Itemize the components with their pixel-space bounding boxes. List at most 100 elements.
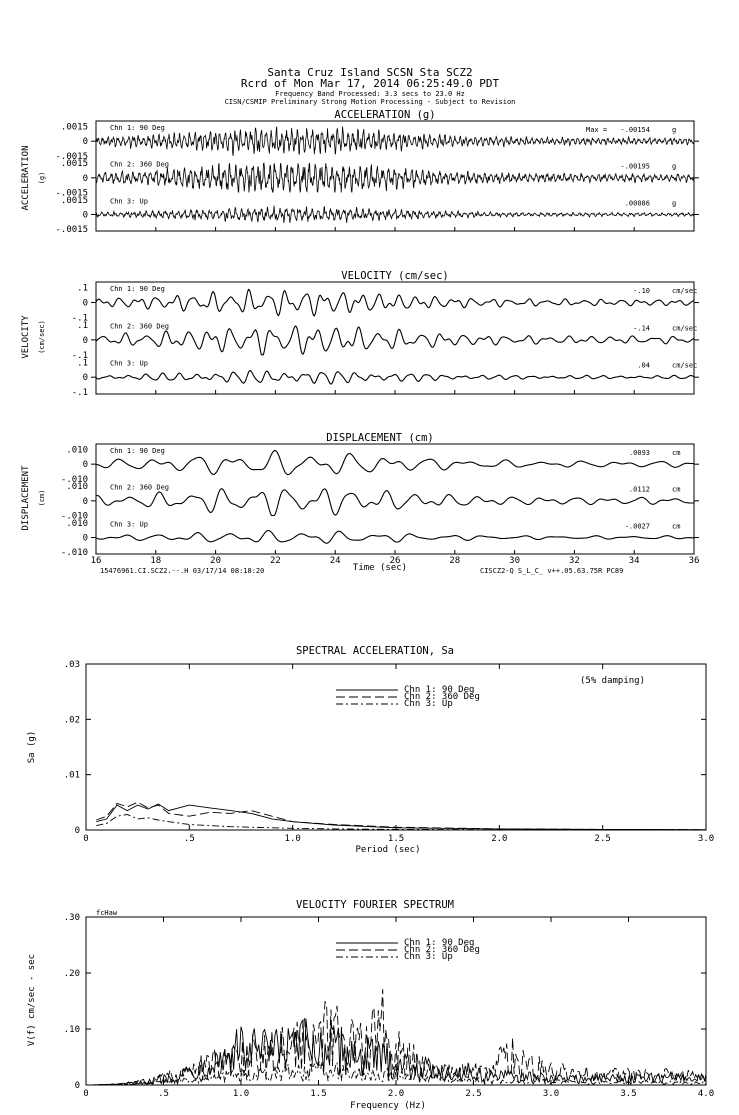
velocity-y-units: (cm/sec) xyxy=(38,320,46,354)
acceleration-panel: ACCELERATION (g) ACCELERATION (g) .0015 0… xyxy=(21,109,699,235)
velocity-ytick-bottom: -.1 xyxy=(72,388,88,398)
vfs-legend-label: Chn 1: 90 Deg xyxy=(404,938,474,948)
sa-xtick-label: 1.0 xyxy=(285,834,301,844)
acceleration-trace-chn2 xyxy=(95,161,695,194)
time-axis-label: Time (sec) xyxy=(353,563,407,573)
velocity-fourier-title: VELOCITY FOURIER SPECTRUM xyxy=(296,899,454,911)
header-band: Frequency Band Processed: 3.3 secs to 23… xyxy=(275,90,465,98)
vfs-xtick-label: 2.5 xyxy=(465,1089,481,1099)
velocity-trace-chn2 xyxy=(95,325,695,356)
acceleration-ytick-bottom: -.0015 xyxy=(55,225,88,235)
vfs-xtick-label: 1.0 xyxy=(233,1089,249,1099)
period-axis-label: Period (sec) xyxy=(355,845,420,855)
acceleration-max-units: g xyxy=(672,163,676,171)
vfs-xtick-label: 2.0 xyxy=(388,1089,404,1099)
header-disclaimer: CISN/CSMIP Preliminary Strong Motion Pro… xyxy=(225,98,516,106)
velocity-frame xyxy=(95,281,695,395)
displacement-max-units: cm xyxy=(672,449,680,457)
acceleration-ytick-zero: 0 xyxy=(83,137,88,147)
time-tick-label: 22 xyxy=(270,556,281,566)
velocity-max-units: cm/sec xyxy=(672,287,697,295)
damping-annotation: (5% damping) xyxy=(580,676,645,686)
vfs-ytick-label: .20 xyxy=(64,969,80,979)
velocity-ytick-zero: 0 xyxy=(83,336,88,346)
acceleration-max-value: -.00154 xyxy=(620,126,650,134)
sa-xtick-label: 0 xyxy=(83,834,88,844)
displacement-max-value: .0093 xyxy=(629,449,650,457)
acceleration-ytick-top: .0015 xyxy=(61,196,88,206)
velocity-ytick-bottom: -.1 xyxy=(72,313,88,323)
acceleration-channel-label: Chn 3: Up xyxy=(110,197,148,205)
velocity-ytick-top: .1 xyxy=(77,358,88,368)
displacement-channel-label: Chn 3: Up xyxy=(110,520,148,528)
acceleration-y-label: ACCELERATION xyxy=(21,145,31,210)
velocity-trace-chn3 xyxy=(95,369,695,385)
velocity-ytick-zero: 0 xyxy=(83,373,88,383)
displacement-y-label: DISPLACEMENT xyxy=(21,465,31,531)
vfs-ytick-label: 0 xyxy=(75,1081,80,1091)
acceleration-ytick-zero: 0 xyxy=(83,211,88,221)
footer-record-id: 15476961.CI.SCZ2.--.H 03/17/14 08:18:20 xyxy=(100,567,264,575)
sa-series-chn3 xyxy=(96,814,707,831)
time-tick-label: 20 xyxy=(210,556,221,566)
acceleration-ytick-zero: 0 xyxy=(83,174,88,184)
time-tick-label: 26 xyxy=(390,556,401,566)
acceleration-channel-label: Chn 1: 90 Deg xyxy=(110,124,165,132)
acceleration-ytick-top: .0015 xyxy=(61,159,88,169)
displacement-y-units: (cm) xyxy=(38,490,46,507)
vfs-ytick-label: .30 xyxy=(64,913,80,923)
displacement-ytick-zero: 0 xyxy=(83,534,88,544)
acceleration-ytick-bottom: -.0015 xyxy=(55,152,88,162)
velocity-ytick-bottom: -.1 xyxy=(72,351,88,361)
acceleration-title: ACCELERATION (g) xyxy=(334,109,435,121)
velocity-max-value: -.10 xyxy=(633,287,650,295)
velocity-channel-label: Chn 1: 90 Deg xyxy=(110,285,165,293)
vfs-xtick-label: .5 xyxy=(158,1089,169,1099)
acceleration-y-units: (g) xyxy=(38,172,46,185)
vfs-series-chn3 xyxy=(86,1061,707,1086)
acceleration-max-units: g xyxy=(672,199,676,207)
velocity-max-value: .04 xyxy=(637,362,650,370)
sa-xtick-label: 3.0 xyxy=(698,834,714,844)
displacement-max-value: -.0027 xyxy=(625,522,650,530)
velocity-fourier-panel: VELOCITY FOURIER SPECTRUM fcHaw V(f) cm/… xyxy=(27,899,714,1111)
displacement-ytick-zero: 0 xyxy=(83,497,88,507)
displacement-ytick-bottom: -.010 xyxy=(61,548,88,558)
displacement-channel-label: Chn 2: 360 Deg xyxy=(110,484,169,492)
velocity-max-value: -.14 xyxy=(633,324,650,332)
header-station: Santa Cruz Island SCSN Sta SCZ2 xyxy=(267,66,472,79)
displacement-max-units: cm xyxy=(672,486,680,494)
displacement-frame xyxy=(95,443,695,555)
time-tick-label: 18 xyxy=(150,556,161,566)
displacement-max-value: .0112 xyxy=(629,486,650,494)
acceleration-max-units: g xyxy=(672,126,676,134)
velocity-ytick-top: .1 xyxy=(77,321,88,331)
velocity-fourier-corner-label: fcHaw xyxy=(96,909,118,917)
spectral-acceleration-y-label: Sa (g) xyxy=(27,731,37,764)
displacement-panel: DISPLACEMENT (cm) DISPLACEMENT (cm) .010… xyxy=(21,432,699,575)
spectral-acceleration-frame xyxy=(85,663,707,831)
sa-ytick-label: .02 xyxy=(64,715,80,725)
vfs-series-chn1 xyxy=(86,1018,706,1086)
time-tick-label: 36 xyxy=(689,556,700,566)
footer-processing-id: CISCZ2-Q S_L_C_ v++.05.63.75R PC89 xyxy=(480,567,623,575)
time-tick-label: 34 xyxy=(629,556,640,566)
sa-xtick-label: 1.5 xyxy=(388,834,404,844)
displacement-ytick-bottom: -.010 xyxy=(61,512,88,522)
acceleration-ytick-bottom: -.0015 xyxy=(55,189,88,199)
header-record-time: Rcrd of Mon Mar 17, 2014 06:25:49.0 PDT xyxy=(241,77,500,90)
velocity-panel: VELOCITY (cm/sec) VELOCITY (cm/sec) .1 0 -… xyxy=(21,270,699,398)
sa-xtick-label: .5 xyxy=(184,834,195,844)
velocity-channel-label: Chn 2: 360 Deg xyxy=(110,322,169,330)
displacement-ytick-zero: 0 xyxy=(83,460,88,470)
vfs-xtick-label: 0 xyxy=(83,1089,88,1099)
acceleration-max-value: -.00195 xyxy=(620,163,650,171)
sa-ytick-label: 0 xyxy=(75,826,80,836)
vfs-series-chn2 xyxy=(86,989,707,1086)
acceleration-trace-chn3 xyxy=(95,205,695,223)
displacement-channel-label: Chn 1: 90 Deg xyxy=(110,447,165,455)
acceleration-max-label: Max = xyxy=(586,126,607,134)
vfs-legend-label: Chn 3: Up xyxy=(404,952,453,962)
sa-xtick-label: 2.0 xyxy=(491,834,507,844)
